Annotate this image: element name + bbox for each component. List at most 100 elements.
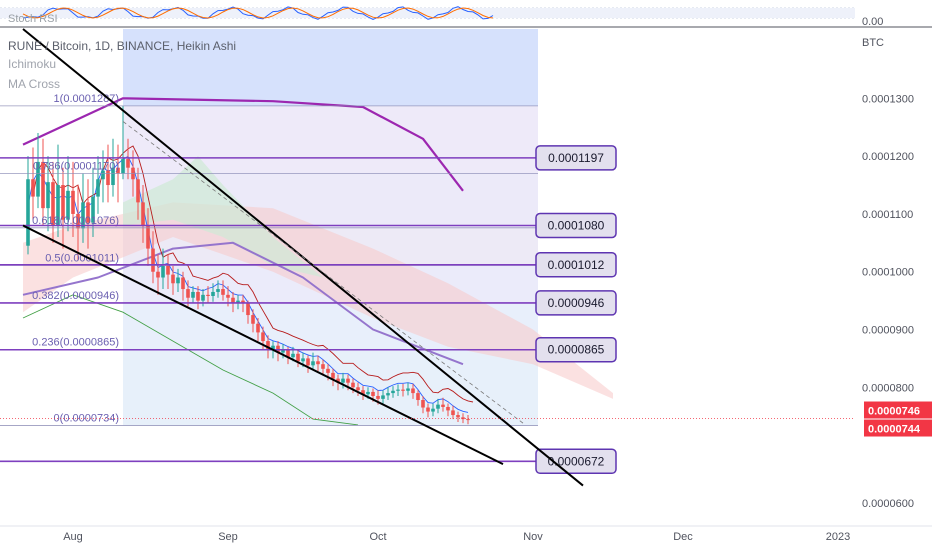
candle-body	[86, 202, 90, 223]
candle	[246, 300, 250, 324]
currency-label: BTC	[862, 37, 884, 49]
candle-body	[451, 410, 455, 416]
candle	[251, 309, 255, 333]
candle-body	[366, 391, 370, 395]
candle-body	[121, 159, 125, 174]
level-label-text: 0.0001012	[548, 258, 605, 272]
candle-body	[381, 395, 385, 399]
indicator-ichimoku-label[interactable]: Ichimoku	[8, 57, 56, 71]
candle-body	[411, 388, 415, 394]
level-label-text: 0.0000672	[548, 454, 605, 468]
price-tag-bg	[864, 401, 932, 419]
candle	[401, 383, 405, 397]
candle	[306, 355, 310, 373]
level-label-box[interactable]: 0.0001080	[535, 212, 617, 239]
candle-body	[196, 291, 200, 301]
candle	[211, 283, 215, 302]
candle	[426, 403, 430, 418]
candle-body	[341, 378, 345, 383]
time-axis-tick: Dec	[673, 531, 693, 543]
ma-mid-line	[22, 241, 464, 366]
candle	[331, 368, 335, 387]
candle	[341, 372, 345, 389]
level-label-box[interactable]: 0.0001012	[535, 252, 617, 278]
candle-body	[211, 291, 215, 296]
level-label-box[interactable]: 0.0001197	[535, 145, 617, 171]
candle	[61, 167, 65, 249]
candle-body	[206, 294, 210, 296]
candle	[316, 355, 320, 372]
candle-body	[186, 289, 190, 298]
level-label-box[interactable]: 0.0000865	[535, 336, 617, 363]
candle-body	[466, 419, 470, 421]
candle-body	[291, 353, 295, 358]
candle	[406, 382, 410, 396]
candle-body	[421, 400, 425, 408]
candle-body	[406, 388, 410, 391]
candle-body	[386, 393, 390, 396]
candle-body	[416, 393, 420, 401]
sub-pane-value: 0.00	[862, 16, 883, 28]
candle	[41, 138, 45, 226]
price-axis-tick: 0.0001100	[862, 209, 913, 221]
candle-body	[76, 213, 80, 229]
candle	[311, 352, 315, 370]
candle-body	[296, 353, 300, 362]
price-tag-text: 0.0000744	[868, 424, 921, 436]
level-label-frame	[535, 336, 617, 363]
candle-body	[111, 167, 115, 186]
candle-body	[281, 349, 285, 353]
level-label-frame	[535, 145, 617, 171]
candle-body	[71, 190, 75, 214]
candle-body	[301, 358, 305, 362]
candle	[386, 387, 390, 401]
candle-body	[26, 179, 30, 246]
fib-band	[123, 349, 538, 426]
candle-body	[426, 407, 430, 412]
candle	[196, 286, 200, 310]
candle-body	[336, 378, 340, 383]
candle-body	[436, 404, 440, 409]
stoch-band-fill	[0, 8, 855, 18]
candle-body	[46, 182, 50, 209]
candle-body	[191, 291, 195, 298]
candle-body	[371, 391, 375, 396]
candle-body	[91, 196, 95, 223]
candle-body	[446, 406, 450, 411]
candle-body	[331, 372, 335, 379]
axis-layer: 0.0001300 0.0001200 0.0001100 0.0001000 0.00…	[0, 29, 932, 543]
candle	[441, 397, 445, 412]
price-tag: 0.0000744	[864, 419, 932, 437]
symbol-title[interactable]: RUNE / Bitcoin, 1D, BINANCE, Heikin Ashi	[8, 39, 236, 53]
candle-body	[326, 368, 330, 373]
level-label-frame	[535, 290, 617, 316]
candle	[166, 254, 170, 290]
candle-body	[236, 300, 240, 304]
candle	[231, 291, 235, 313]
price-axis-tick: 0.0000900	[862, 325, 914, 337]
fib-level-label: 1(0.0001287)	[54, 93, 119, 105]
candle-body	[166, 265, 170, 275]
candle-body	[61, 185, 65, 220]
candle	[46, 156, 50, 232]
candle	[256, 317, 260, 342]
candle-body	[126, 159, 130, 168]
time-axis-tick: Nov	[523, 531, 543, 543]
time-axis-tick: 2023	[826, 531, 850, 543]
indicator-ma-cross-label[interactable]: MA Cross	[8, 77, 60, 91]
level-label-box[interactable]: 0.0000946	[535, 290, 617, 316]
level-label-box[interactable]: 0.0000672	[535, 448, 617, 475]
candle	[356, 382, 360, 396]
candle	[81, 173, 85, 243]
candle	[121, 105, 125, 180]
candle	[56, 144, 60, 238]
candle	[206, 286, 210, 304]
ichimoku-base-line	[32, 145, 474, 403]
candle-body	[136, 179, 140, 203]
candle-body	[441, 404, 445, 407]
lower-wedge-trendline[interactable]	[22, 224, 504, 466]
time-axis-tick: Oct	[369, 531, 386, 543]
level-label-text: 0.0001080	[548, 218, 605, 232]
candle-body	[351, 382, 355, 388]
